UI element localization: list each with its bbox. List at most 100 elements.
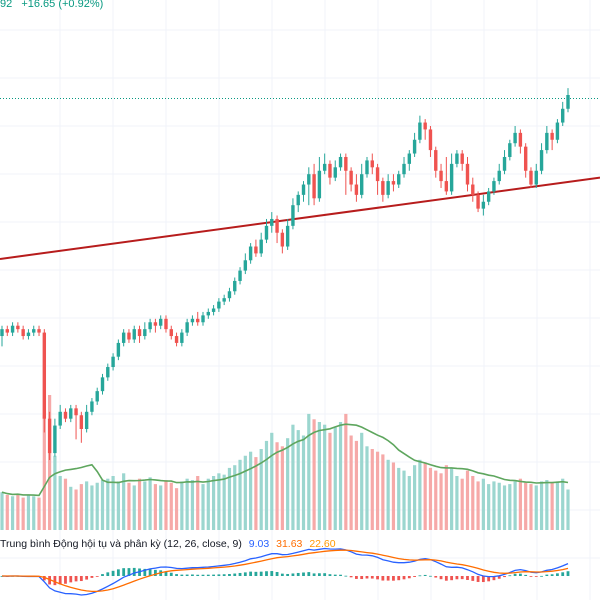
volume-bar [561,478,565,530]
volume-bar [333,427,337,530]
volume-bar [122,473,126,530]
volume-bar [349,435,353,530]
volume-bar [85,481,89,530]
volume-bar [301,435,306,530]
volume-bar [116,481,120,530]
macd-legend[interactable]: Trung bình Động hội tụ và phân kỳ (12, 2… [0,538,336,550]
price-header: 92 +16.65 (+0.92%) [0,0,103,10]
volume-bar [259,449,263,530]
macd-histogram-bar [349,576,353,578]
candles [0,88,570,460]
volume-bar [190,480,195,530]
volume-bar [370,449,374,530]
macd-histogram-bar [471,576,475,581]
candle-body [465,163,470,185]
candle-body [412,139,417,154]
volume-bar [275,442,279,530]
volume-bar [79,484,83,530]
candle-body [211,308,216,312]
volume-bar [238,459,242,530]
volume-bar [338,422,343,530]
volume-bar [513,481,517,530]
volume-bar [455,476,459,530]
candle-body [312,174,316,199]
candle-body [444,181,449,192]
volume-bar [127,482,131,530]
volume-bar [206,478,210,530]
volume-bar [180,481,184,530]
macd-histogram-bar [259,571,263,576]
volume-bar [42,415,46,530]
macd-histogram-bar [69,576,73,583]
candle-body [566,95,570,109]
volume-bar [211,476,216,530]
macd-histogram-bar [238,572,242,576]
macd-histogram-bar [376,576,379,580]
candle-body [296,194,300,206]
macd-histogram-bar [222,574,226,576]
macd-histogram-bar [122,568,126,576]
candle-body [63,411,68,419]
volume-bar [296,430,300,530]
macd-histogram-bar [413,576,416,577]
volume-bar [460,478,464,530]
macd-histogram-bar [344,575,348,577]
trendline[interactable] [0,176,600,260]
candle-body [153,322,158,326]
macd-histogram-bar [556,573,559,576]
candle-body [375,167,380,182]
volume-bar [391,462,396,530]
volume-bar [307,413,311,530]
volume-bar [428,467,433,530]
macd-histogram-bar [201,574,205,576]
macd-histogram-bar [503,576,506,578]
candle-body [127,332,131,340]
volume-bar [26,494,31,530]
macd-histogram-bar [291,573,295,576]
candle-body [523,146,528,171]
volume-bar [48,395,52,530]
candle-body [508,143,512,157]
volume-bar [0,492,4,530]
macd-histogram-bar [402,576,406,580]
macd-histogram-bar [317,573,321,576]
volume-bar [37,497,41,530]
volume-bar [481,478,485,530]
macd-histogram-bar [175,574,178,576]
volume-bar [412,465,417,530]
candle-body [143,329,147,337]
macd-histogram-bar [154,569,157,576]
macd-histogram-bar [497,576,501,579]
macd-histogram-bar [191,574,194,576]
candle-body [243,260,248,271]
macd-histogram-bar [249,571,253,576]
macd-histogram-bar [90,576,94,578]
candle-body [317,170,322,199]
macd-histogram-bar [513,573,517,576]
volume-bar [402,470,406,530]
macd-histogram-bar [143,568,147,576]
candle-body [90,401,94,412]
macd-histogram-bar [365,576,369,579]
candle-body [418,122,422,140]
candle-body [270,218,274,226]
volume-bar [555,481,560,530]
candle-body [555,122,560,140]
candle-body [264,225,269,240]
candle-body [402,163,406,175]
candle-body [423,122,427,130]
volume-bar [132,485,136,530]
volume-bar [492,481,496,530]
macd-histogram-bar [518,573,522,576]
volume-bar [444,465,448,530]
volume-bar [243,455,247,530]
macd-histogram-bar [95,576,99,577]
macd-histogram-bar [64,576,67,584]
volume-bar [249,451,253,530]
macd-histogram-bar [101,574,104,576]
candle-body [185,322,189,333]
volume-bar [312,419,316,530]
candle-body [53,425,57,454]
candle-body [248,246,253,261]
